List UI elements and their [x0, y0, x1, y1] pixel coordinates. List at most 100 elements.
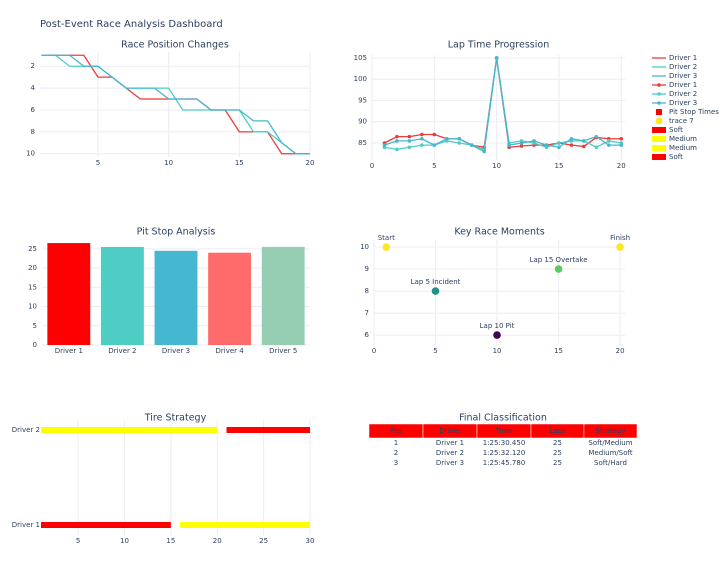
x-tick-label: 0: [372, 347, 376, 355]
x-tick-label: Driver 4: [215, 347, 244, 355]
x-tick-label: 20: [616, 347, 625, 355]
table-cell: 25: [553, 459, 562, 467]
table-cell: 1:25:45.780: [483, 459, 526, 467]
y-tick-label: 20: [28, 264, 37, 272]
x-tick-label: 5: [76, 537, 80, 545]
table-cell: Medium/Soft: [588, 449, 632, 457]
y-tick-label: 8: [31, 128, 35, 136]
legend-swatch: [657, 101, 661, 105]
legend-swatch: [652, 145, 666, 151]
table-cell: Soft/Hard: [594, 459, 627, 467]
point: [616, 243, 624, 251]
point: [444, 136, 449, 141]
point: [395, 139, 399, 143]
y-tick-label: Driver 2: [12, 426, 40, 434]
point: [582, 144, 586, 149]
table-header: Driver: [439, 427, 461, 435]
point-label: Finish: [610, 234, 630, 242]
point: [594, 145, 599, 150]
bar: [261, 246, 305, 345]
table-cell: 1:25:30.450: [483, 439, 526, 447]
series-line: [41, 54, 310, 155]
legend-swatch: [657, 83, 661, 87]
legend-swatch: [652, 136, 666, 142]
point: [432, 143, 437, 147]
point: [507, 143, 511, 147]
x-tick-label: 20: [617, 162, 626, 170]
point: [594, 134, 599, 139]
table-title: Final Classification: [459, 413, 547, 424]
y-tick-label: 10: [26, 150, 35, 158]
bar: [47, 243, 91, 345]
y-tick-label: 105: [354, 54, 367, 62]
table-header: Laps: [549, 427, 566, 435]
x-tick-label: 15: [235, 159, 244, 167]
legend-label: Driver 3: [669, 72, 697, 80]
x-tick-label: 10: [493, 347, 502, 355]
legend-swatch: [657, 92, 661, 96]
legend-label: Pit Stop Times: [669, 108, 719, 116]
point: [420, 136, 424, 141]
point: [482, 149, 486, 154]
point: [519, 141, 524, 145]
point: [457, 136, 462, 141]
point: [606, 143, 611, 147]
x-tick-label: 5: [96, 159, 100, 167]
table-cell: Driver 3: [436, 459, 464, 467]
bar: [154, 250, 198, 345]
point: [395, 147, 399, 152]
point: [493, 331, 501, 339]
point: [420, 132, 424, 137]
legend-swatch: [655, 117, 663, 125]
x-tick-label: 15: [166, 537, 175, 545]
x-tick-label: Driver 5: [269, 347, 297, 355]
x-tick-label: 5: [433, 347, 437, 355]
x-tick-label: 30: [306, 537, 315, 545]
point-label: Lap 15 Overtake: [530, 256, 588, 264]
legend-label: trace 7: [669, 117, 694, 125]
x-tick-label: 20: [213, 537, 222, 545]
table-cell: 2: [394, 449, 398, 457]
point: [407, 145, 412, 150]
bar: [208, 252, 252, 345]
point: [407, 139, 412, 143]
y-tick-label: 4: [31, 84, 36, 92]
x-tick-label: Driver 1: [55, 347, 83, 355]
legend-label: Driver 2: [669, 90, 697, 98]
point: [469, 143, 474, 147]
bar: [41, 427, 218, 433]
point: [544, 143, 549, 147]
x-tick-label: 15: [554, 162, 563, 170]
point: [606, 139, 611, 143]
point: [407, 134, 412, 139]
table-cell: Driver 2: [436, 449, 464, 457]
y-tick-label: Driver 1: [12, 521, 40, 529]
point: [395, 134, 399, 139]
table-header: Pos: [390, 427, 402, 435]
y-tick-label: 6: [365, 331, 370, 339]
point: [519, 144, 524, 148]
x-tick-label: 10: [120, 537, 129, 545]
x-tick-label: 25: [259, 537, 268, 545]
point: [382, 243, 391, 251]
point: [569, 136, 574, 141]
series-line: [384, 57, 622, 153]
y-tick-label: 15: [28, 283, 37, 291]
y-tick-label: 100: [354, 75, 367, 83]
x-tick-label: 5: [432, 162, 436, 170]
y-tick-label: 8: [365, 287, 369, 295]
point: [557, 145, 561, 150]
point: [420, 143, 424, 147]
y-tick-label: 6: [31, 106, 36, 114]
x-tick-label: 20: [306, 159, 315, 167]
legend-label: Medium: [669, 144, 697, 152]
table-cell: 1: [394, 439, 398, 447]
point-label: Start: [378, 234, 395, 242]
y-tick-label: 95: [358, 96, 367, 104]
chart-title: Race Position Changes: [121, 40, 229, 51]
table-header: Strategy: [596, 427, 626, 435]
point: [619, 136, 624, 141]
x-tick-label: Driver 3: [162, 347, 190, 355]
table-cell: Soft/Medium: [588, 439, 632, 447]
